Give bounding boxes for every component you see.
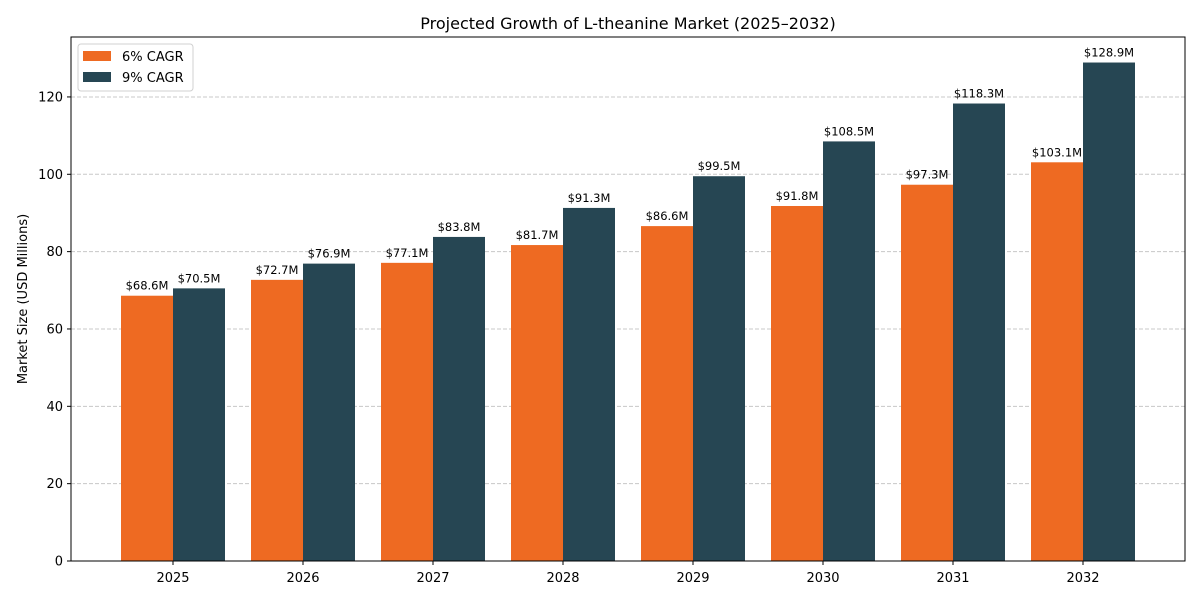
x-tick-label: 2026 [286, 571, 319, 586]
data-label: $103.1M [1032, 145, 1082, 159]
x-tick-label: 2027 [416, 571, 449, 586]
data-label: $72.7M [256, 263, 299, 277]
axes: 0 20 40 60 80 100 120 2025 2026 2027 2028 2029 2030 2… [38, 36, 1186, 586]
x-tick-label: 2025 [156, 571, 189, 586]
y-axis-label: Market Size (USD Millions) [16, 214, 31, 384]
data-label: $76.9M [308, 247, 351, 261]
data-label: $118.3M [954, 87, 1004, 101]
y-tick-label: 100 [38, 168, 63, 183]
bar-6-cagr-2029 [641, 226, 693, 561]
data-label: $77.1M [386, 246, 429, 260]
data-label: $99.5M [698, 159, 741, 173]
legend-label: 6% CAGR [122, 50, 184, 65]
bar-9-cagr-2030 [823, 141, 875, 562]
data-label: $128.9M [1084, 46, 1134, 60]
bar-6-cagr-2026 [251, 279, 303, 561]
bar-9-cagr-2029 [693, 176, 745, 561]
plot-frame [70, 36, 1186, 562]
x-tick-label: 2028 [546, 571, 579, 586]
bar-6-cagr-2032 [1031, 162, 1083, 561]
bar-6-cagr-2025 [121, 295, 173, 561]
legend-swatch [83, 72, 111, 82]
y-tick-label: 120 [38, 90, 63, 105]
bar-9-cagr-2031 [953, 103, 1005, 561]
legend-swatch [83, 51, 111, 61]
y-tick-label: 0 [55, 555, 63, 570]
bar-9-cagr-2032 [1083, 62, 1135, 561]
data-label: $97.3M [906, 168, 949, 182]
y-tick-label: 80 [46, 245, 63, 260]
legend-label: 9% CAGR [122, 71, 184, 86]
bars [121, 62, 1135, 562]
x-tick-label: 2030 [806, 571, 839, 586]
data-label: $86.6M [646, 209, 689, 223]
bar-9-cagr-2025 [173, 288, 225, 561]
y-tick-label: 60 [46, 322, 63, 337]
bar-6-cagr-2031 [901, 184, 953, 561]
x-tick-label: 2032 [1066, 571, 1099, 586]
x-tick-label: 2031 [936, 571, 969, 586]
data-label: $70.5M [178, 271, 221, 285]
bar-9-cagr-2026 [303, 263, 355, 561]
chart-title: Projected Growth of L-theanine Market (2… [420, 14, 835, 33]
x-tick-label: 2029 [676, 571, 709, 586]
data-label: $83.8M [438, 220, 481, 234]
data-label: $91.8M [776, 189, 819, 203]
bar-9-cagr-2027 [433, 236, 485, 561]
bar-9-cagr-2028 [563, 207, 615, 561]
data-label: $91.3M [568, 191, 611, 205]
data-label: $68.6M [126, 279, 169, 293]
y-tick-label: 40 [46, 400, 63, 415]
bar-6-cagr-2028 [511, 245, 563, 561]
bar-6-cagr-2027 [381, 262, 433, 561]
data-label: $81.7M [516, 228, 559, 242]
data-label: $108.5M [824, 124, 874, 138]
data-labels: $68.6M $72.7M $77.1M $81.7M $86.6M $91.8M $97.… [126, 46, 1135, 293]
y-tick-label: 20 [46, 477, 63, 492]
gridlines [71, 96, 1185, 485]
legend: 6% CAGR 9% CAGR [77, 43, 194, 92]
bar-6-cagr-2030 [771, 205, 823, 562]
